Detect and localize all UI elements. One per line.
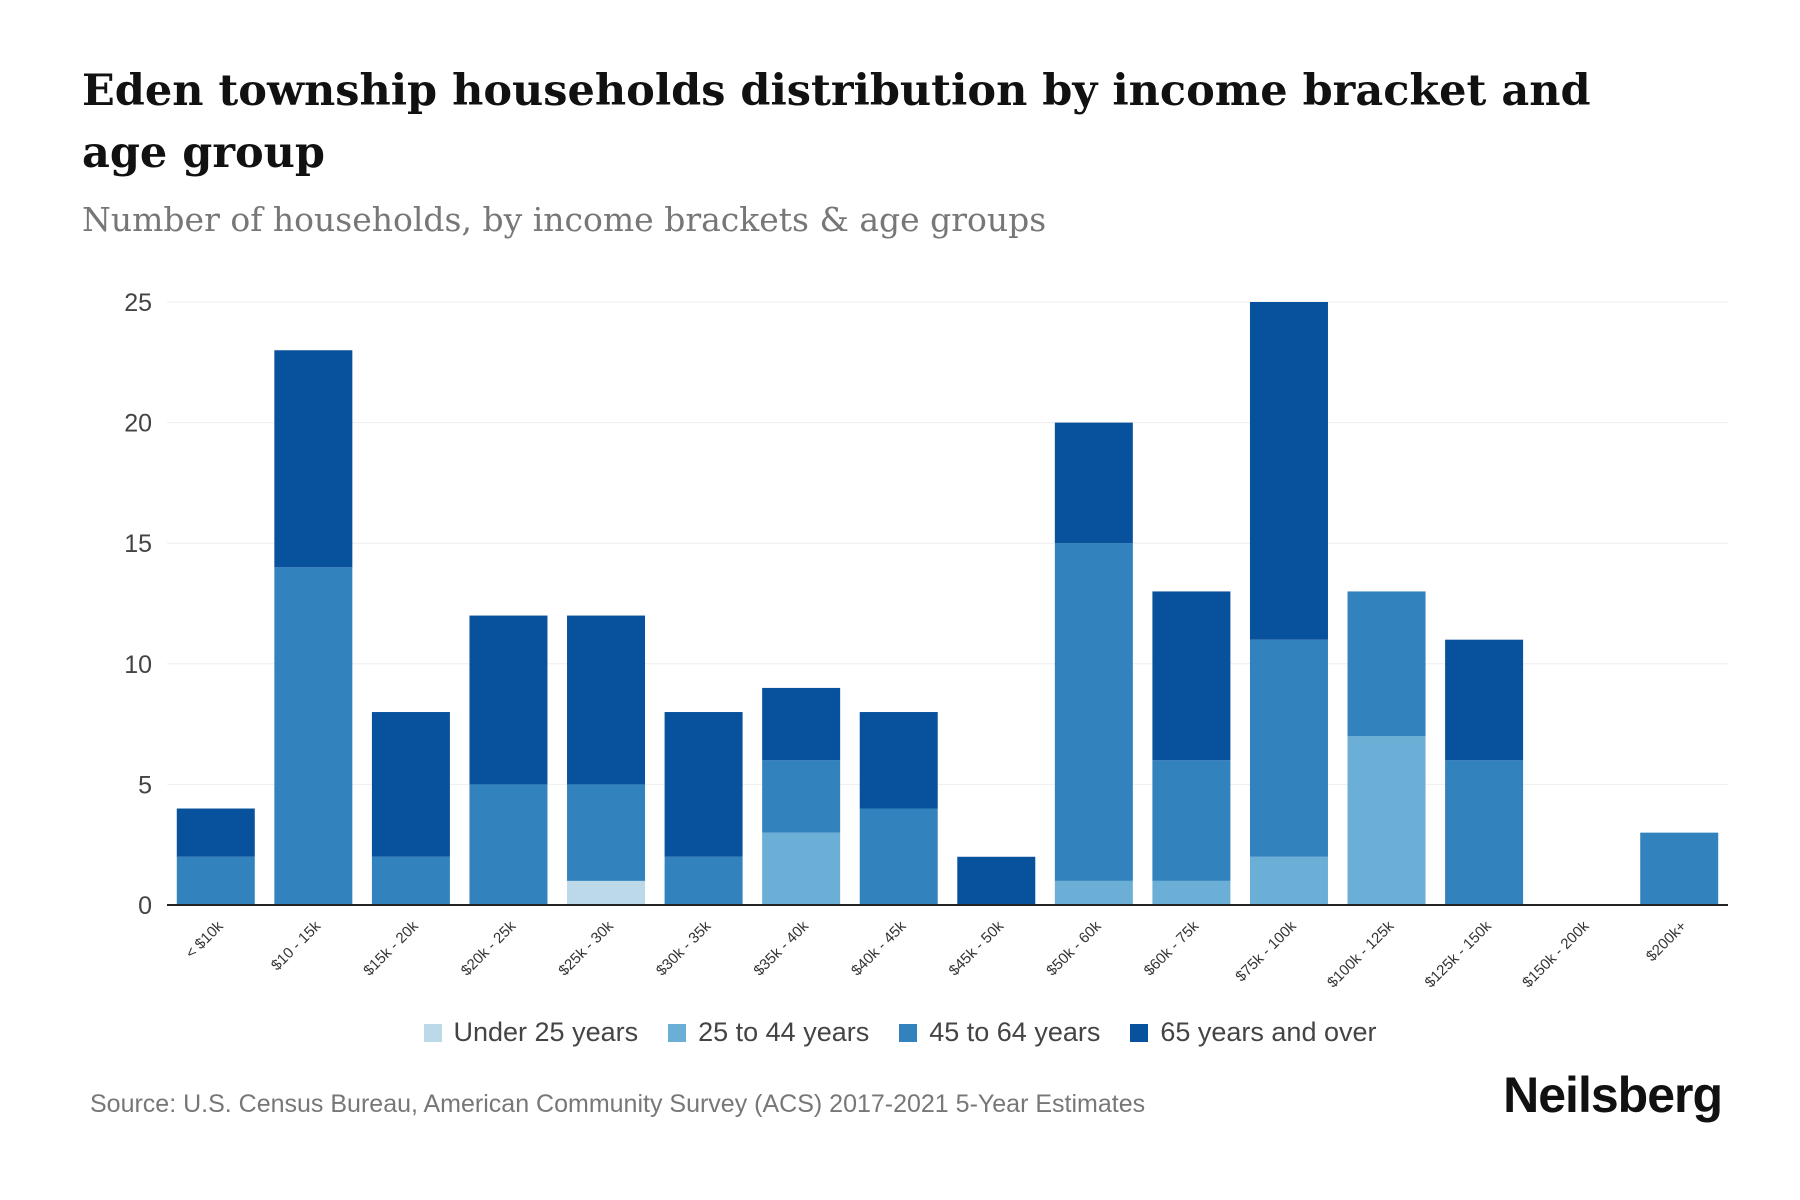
x-tick-label: $100k - 125k	[1324, 917, 1398, 991]
x-tick-label: $125k - 150k	[1422, 917, 1496, 991]
bar-segment	[176, 808, 255, 857]
bar-segment	[1054, 880, 1133, 905]
y-tick-label: 25	[124, 289, 152, 317]
bar-segment	[1152, 760, 1231, 881]
x-tick-label: $45k - 50k	[946, 917, 1008, 979]
bar-segment	[1445, 639, 1524, 761]
legend-swatch	[668, 1023, 687, 1042]
bar-segment	[274, 350, 353, 568]
legend-label: 65 years and over	[1160, 1017, 1377, 1047]
x-tick-label: $40k - 45k	[848, 917, 910, 979]
y-tick-label: 0	[138, 892, 152, 920]
x-tick-label: $20k - 25k	[458, 917, 520, 979]
bar-segment	[762, 832, 841, 905]
x-tick-label: $200k+	[1643, 918, 1690, 965]
legend-item: 45 to 64 years	[899, 1017, 1100, 1048]
legend-label: 25 to 44 years	[698, 1017, 870, 1047]
chart-subtitle: Number of households, by income brackets…	[82, 200, 1047, 239]
bar-segment	[567, 880, 646, 905]
bar-segment	[469, 615, 548, 785]
x-tick-label: $75k - 100k	[1232, 917, 1300, 985]
neilsberg-logo: Neilsberg	[1503, 1067, 1723, 1123]
x-tick-label: $30k - 35k	[653, 917, 715, 979]
x-tick-label: $60k - 75k	[1141, 917, 1203, 979]
bar-segment	[1152, 591, 1231, 761]
chart-title: Eden township households distribution by…	[82, 66, 1591, 178]
x-tick-label: < $10k	[182, 917, 227, 962]
bar-segment	[1152, 880, 1231, 905]
bar-segment	[957, 856, 1036, 905]
y-tick-label: 10	[124, 651, 152, 679]
bar-segment	[176, 856, 255, 905]
bar-segment	[1249, 856, 1328, 905]
legend-item: 65 years and over	[1130, 1017, 1377, 1048]
bar-segment	[567, 615, 646, 785]
legend-item: Under 25 years	[423, 1017, 639, 1048]
legend-swatch	[423, 1023, 442, 1042]
legend-label: Under 25 years	[453, 1017, 639, 1047]
bar-segment	[1640, 832, 1719, 905]
bar-segment	[664, 856, 743, 905]
bar-segment	[274, 567, 353, 905]
legend-swatch	[899, 1023, 918, 1042]
y-tick-label: 20	[124, 410, 152, 438]
y-tick-label: 5	[138, 771, 152, 799]
x-tick-label: $150k - 200k	[1519, 917, 1593, 991]
bar-segment	[469, 784, 548, 905]
x-tick-label: $15k - 20k	[360, 917, 422, 979]
bar-segment	[664, 712, 743, 857]
bar-segment	[1249, 639, 1328, 857]
legend-swatch	[1130, 1023, 1149, 1042]
bar-segment	[1249, 302, 1328, 640]
x-tick-label: $50k - 60k	[1043, 917, 1105, 979]
bar-segment	[762, 687, 841, 761]
x-tick-label: $10 - 15k	[268, 917, 325, 974]
bar-segment	[1347, 591, 1426, 737]
bar-segment	[567, 784, 646, 881]
bar-segment	[1054, 422, 1133, 544]
y-tick-label: 15	[124, 530, 152, 558]
x-tick-label: $25k - 30k	[555, 917, 617, 979]
bar-segment	[1445, 760, 1524, 905]
bar-segment	[1054, 543, 1133, 881]
bar-segment	[371, 856, 450, 905]
source-note: Source: U.S. Census Bureau, American Com…	[90, 1090, 1146, 1118]
legend-label: 45 to 64 years	[929, 1017, 1101, 1047]
bar-segment	[859, 712, 938, 809]
bar-segment	[1347, 736, 1426, 905]
bar-segment	[371, 712, 450, 857]
bar-segment	[859, 808, 938, 905]
x-tick-label: $35k - 40k	[750, 917, 812, 979]
legend-item: 25 to 44 years	[668, 1017, 869, 1048]
legend: Under 25 years 25 to 44 years 45 to 64 yea…	[0, 1017, 1800, 1048]
bar-segment	[762, 760, 841, 833]
